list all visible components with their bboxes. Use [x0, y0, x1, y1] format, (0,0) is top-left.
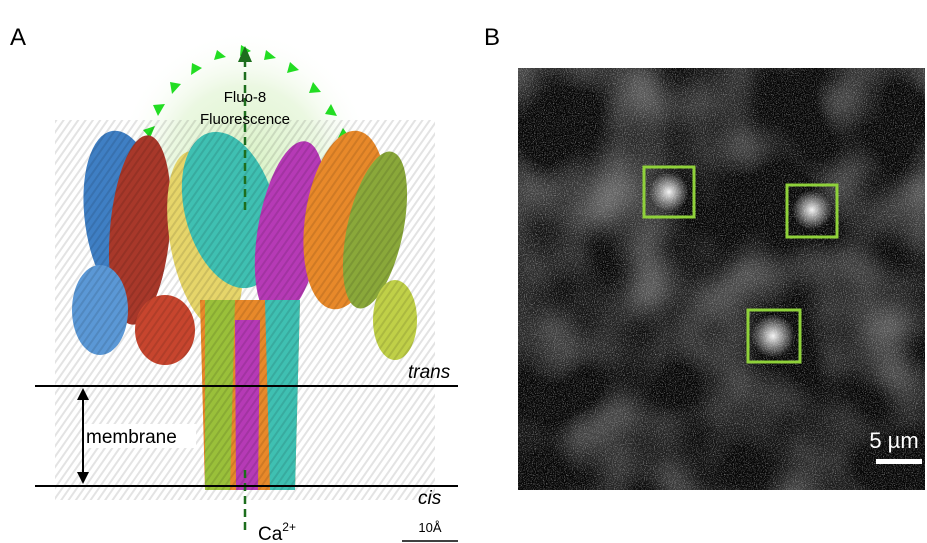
scale-label: 10Å [418, 520, 441, 535]
scale-bar [876, 459, 922, 464]
bright-spot [751, 314, 795, 358]
ion-charge: 2+ [282, 520, 296, 534]
membrane-label: membrane [86, 427, 177, 448]
bright-spot [649, 172, 689, 212]
panel-label: A [10, 24, 26, 51]
roi-boxes [642, 165, 839, 364]
ion: Ca [258, 524, 283, 543]
bright-spot [792, 190, 832, 230]
label-bg [84, 424, 196, 448]
ion-label: Ca2+ [258, 520, 296, 543]
scale-label: 5 µm [869, 428, 918, 453]
image-noise [518, 68, 925, 490]
cis-label: cis [418, 488, 442, 509]
fluorescence-label: Fluorescence [200, 111, 290, 128]
panel-label: B [484, 24, 500, 51]
arrow-head [77, 388, 89, 400]
dye-label: Fluo-8 [224, 89, 267, 106]
trans-label: trans [408, 362, 451, 383]
arrow-head [77, 472, 89, 484]
arrow-head [238, 46, 252, 62]
